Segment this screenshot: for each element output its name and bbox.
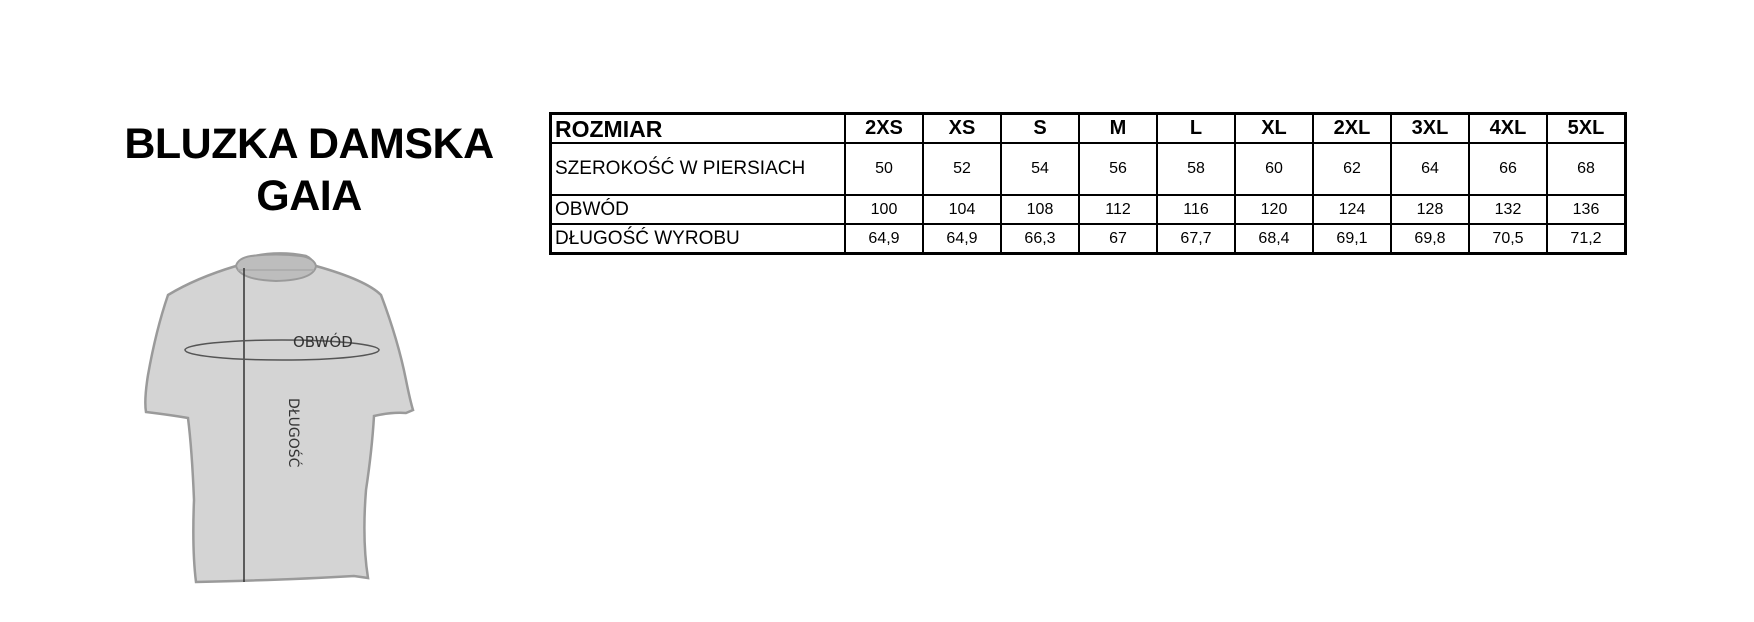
cell: 60 [1234, 142, 1314, 196]
row-label: OBWÓD [549, 194, 846, 225]
tshirt-body [144, 252, 415, 584]
size-header: S [1000, 112, 1080, 144]
size-header: XS [922, 112, 1002, 144]
cell: 108 [1000, 194, 1080, 225]
cell: 64,9 [922, 223, 1002, 255]
cell: 71,2 [1546, 223, 1627, 255]
table-row: OBWÓD 100 104 108 112 116 120 124 128 13… [549, 194, 1627, 225]
cell: 116 [1156, 194, 1236, 225]
cell: 64 [1390, 142, 1470, 196]
size-table: ROZMIAR 2XS XS S M L XL 2XL 3XL 4XL 5XL … [549, 112, 1627, 255]
cell: 104 [922, 194, 1002, 225]
circumference-label: OBWÓD [293, 332, 353, 351]
size-header: 3XL [1390, 112, 1470, 144]
header-label: ROZMIAR [549, 112, 846, 144]
cell: 67 [1078, 223, 1158, 255]
table-row: SZEROKOŚĆ W PIERSIACH 50 52 54 56 58 60 … [549, 142, 1627, 196]
circumference-ellipse [184, 339, 380, 361]
cell: 68,4 [1234, 223, 1314, 255]
product-title: BLUZKA DAMSKA GAIA [100, 118, 518, 222]
cell: 58 [1156, 142, 1236, 196]
size-header: 4XL [1468, 112, 1548, 144]
size-header: M [1078, 112, 1158, 144]
cell: 69,1 [1312, 223, 1392, 255]
cell: 70,5 [1468, 223, 1548, 255]
cell: 50 [844, 142, 924, 196]
cell: 124 [1312, 194, 1392, 225]
length-label: DŁUGOŚĆ [285, 398, 303, 468]
tshirt-collar [234, 253, 318, 283]
cell: 66 [1468, 142, 1548, 196]
size-header: 2XL [1312, 112, 1392, 144]
title-line-1: BLUZKA DAMSKA [124, 120, 494, 168]
cell: 112 [1078, 194, 1158, 225]
cell: 100 [844, 194, 924, 225]
cell: 132 [1468, 194, 1548, 225]
size-header: XL [1234, 112, 1314, 144]
cell: 62 [1312, 142, 1392, 196]
cell: 56 [1078, 142, 1158, 196]
cell: 54 [1000, 142, 1080, 196]
table-header-row: ROZMIAR 2XS XS S M L XL 2XL 3XL 4XL 5XL [549, 112, 1627, 144]
title-line-2: GAIA [256, 172, 362, 220]
cell: 66,3 [1000, 223, 1080, 255]
size-header: L [1156, 112, 1236, 144]
cell: 52 [922, 142, 1002, 196]
size-header: 2XS [844, 112, 924, 144]
cell: 64,9 [844, 223, 924, 255]
cell: 67,7 [1156, 223, 1236, 255]
row-label: DŁUGOŚĆ WYROBU [549, 223, 846, 255]
cell: 69,8 [1390, 223, 1470, 255]
cell: 128 [1390, 194, 1470, 225]
cell: 136 [1546, 194, 1627, 225]
cell: 68 [1546, 142, 1627, 196]
table-row: DŁUGOŚĆ WYROBU 64,9 64,9 66,3 67 67,7 68… [549, 223, 1627, 255]
tshirt-diagram: OBWÓD DŁUGOŚĆ [144, 252, 415, 584]
cell: 120 [1234, 194, 1314, 225]
size-header: 5XL [1546, 112, 1627, 144]
row-label: SZEROKOŚĆ W PIERSIACH [549, 142, 846, 196]
